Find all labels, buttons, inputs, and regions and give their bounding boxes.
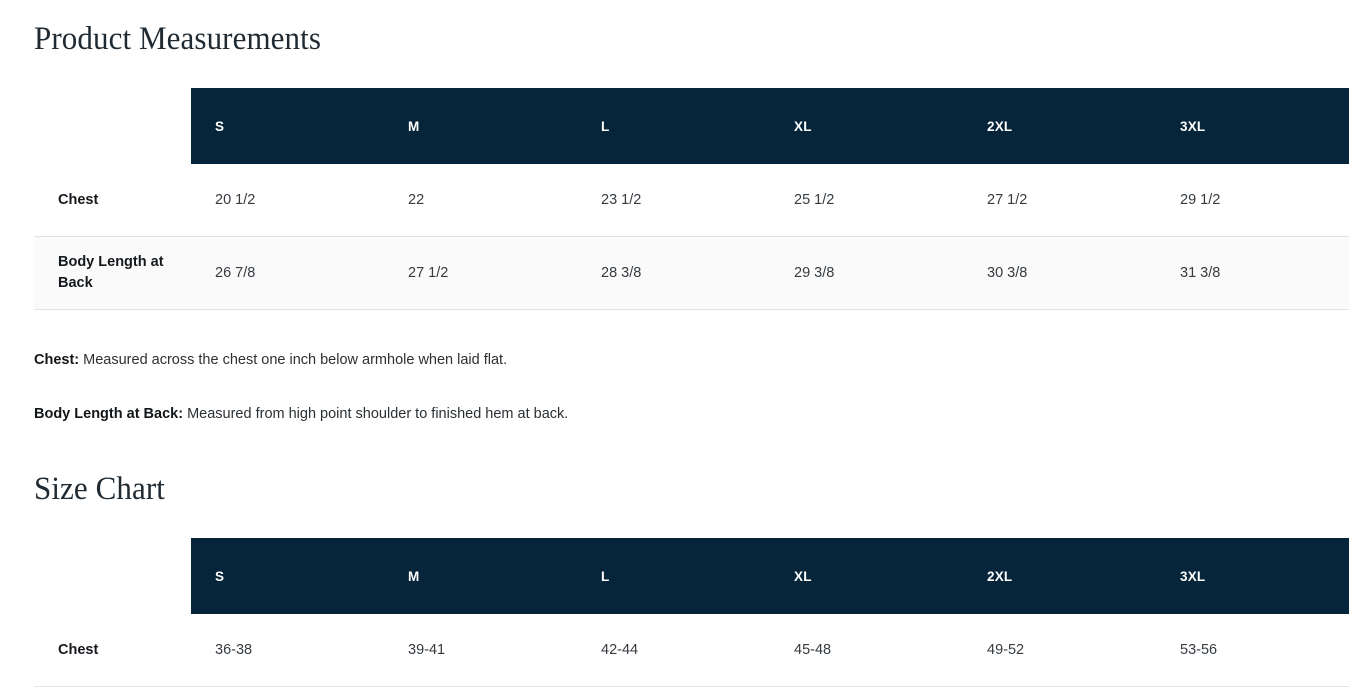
cell-body-length-xl: 29 3/8 — [770, 236, 963, 310]
size-chart-table-head: S M L XL 2XL 3XL — [34, 538, 1349, 614]
column-header-s: S — [191, 88, 384, 164]
row-label-body-length-at-back: Body Length at Back — [34, 236, 191, 310]
column-header-xl: XL — [770, 538, 963, 614]
column-header-3xl: 3XL — [1156, 538, 1349, 614]
cell-body-length-2xl: 30 3/8 — [963, 236, 1156, 310]
column-header-m: M — [384, 538, 577, 614]
note-chest-term: Chest: — [34, 351, 80, 368]
cell-chest-s: 36-38 — [191, 614, 384, 687]
column-header-l: L — [577, 88, 770, 164]
cell-body-length-s: 26 7/8 — [191, 236, 384, 310]
cell-chest-3xl: 29 1/2 — [1156, 164, 1349, 237]
header-empty-corner — [34, 88, 191, 164]
row-label-chest: Chest — [34, 614, 191, 687]
note-body-length-term: Body Length at Back: — [34, 405, 184, 422]
column-header-m: M — [384, 88, 577, 164]
table-header-row: S M L XL 2XL 3XL — [34, 88, 1349, 164]
note-body-length: Body Length at Back: Measured from high … — [34, 404, 568, 424]
cell-chest-2xl: 49-52 — [963, 614, 1156, 687]
cell-chest-s: 20 1/2 — [191, 164, 384, 237]
cell-chest-m: 22 — [384, 164, 577, 237]
column-header-2xl: 2XL — [963, 88, 1156, 164]
cell-chest-xl: 45-48 — [770, 614, 963, 687]
cell-body-length-m: 27 1/2 — [384, 236, 577, 310]
cell-chest-xl: 25 1/2 — [770, 164, 963, 237]
product-measurements-table-body: Chest 20 1/2 22 23 1/2 25 1/2 27 1/2 29 … — [34, 164, 1349, 310]
cell-chest-l: 23 1/2 — [577, 164, 770, 237]
table-row: Chest 36-38 39-41 42-44 45-48 49-52 53-5… — [34, 614, 1349, 687]
cell-chest-l: 42-44 — [577, 614, 770, 687]
table-row: Body Length at Back 26 7/8 27 1/2 28 3/8… — [34, 236, 1349, 310]
cell-body-length-l: 28 3/8 — [577, 236, 770, 310]
cell-chest-m: 39-41 — [384, 614, 577, 687]
note-chest-text: Measured across the chest one inch below… — [79, 351, 508, 368]
size-chart-title: Size Chart — [34, 471, 166, 507]
column-header-s: S — [191, 538, 384, 614]
size-chart-table-body: Chest 36-38 39-41 42-44 45-48 49-52 53-5… — [34, 614, 1349, 687]
product-measurements-table: S M L XL 2XL 3XL Chest 20 1/2 22 23 1/2 … — [34, 88, 1349, 310]
column-header-2xl: 2XL — [963, 538, 1156, 614]
table-header-row: S M L XL 2XL 3XL — [34, 538, 1349, 614]
product-measurements-title: Product Measurements — [34, 21, 322, 57]
product-measurements-table-head: S M L XL 2XL 3XL — [34, 88, 1349, 164]
cell-chest-2xl: 27 1/2 — [963, 164, 1156, 237]
column-header-xl: XL — [770, 88, 963, 164]
column-header-l: L — [577, 538, 770, 614]
size-chart-table: S M L XL 2XL 3XL Chest 36-38 39-41 42-44… — [34, 538, 1349, 687]
column-header-3xl: 3XL — [1156, 88, 1349, 164]
note-body-length-text: Measured from high point shoulder to fin… — [183, 405, 569, 422]
table-row: Chest 20 1/2 22 23 1/2 25 1/2 27 1/2 29 … — [34, 164, 1349, 237]
cell-chest-3xl: 53-56 — [1156, 614, 1349, 687]
header-empty-corner — [34, 538, 191, 614]
row-label-chest: Chest — [34, 164, 191, 237]
note-chest: Chest: Measured across the chest one inc… — [34, 350, 507, 370]
cell-body-length-3xl: 31 3/8 — [1156, 236, 1349, 310]
